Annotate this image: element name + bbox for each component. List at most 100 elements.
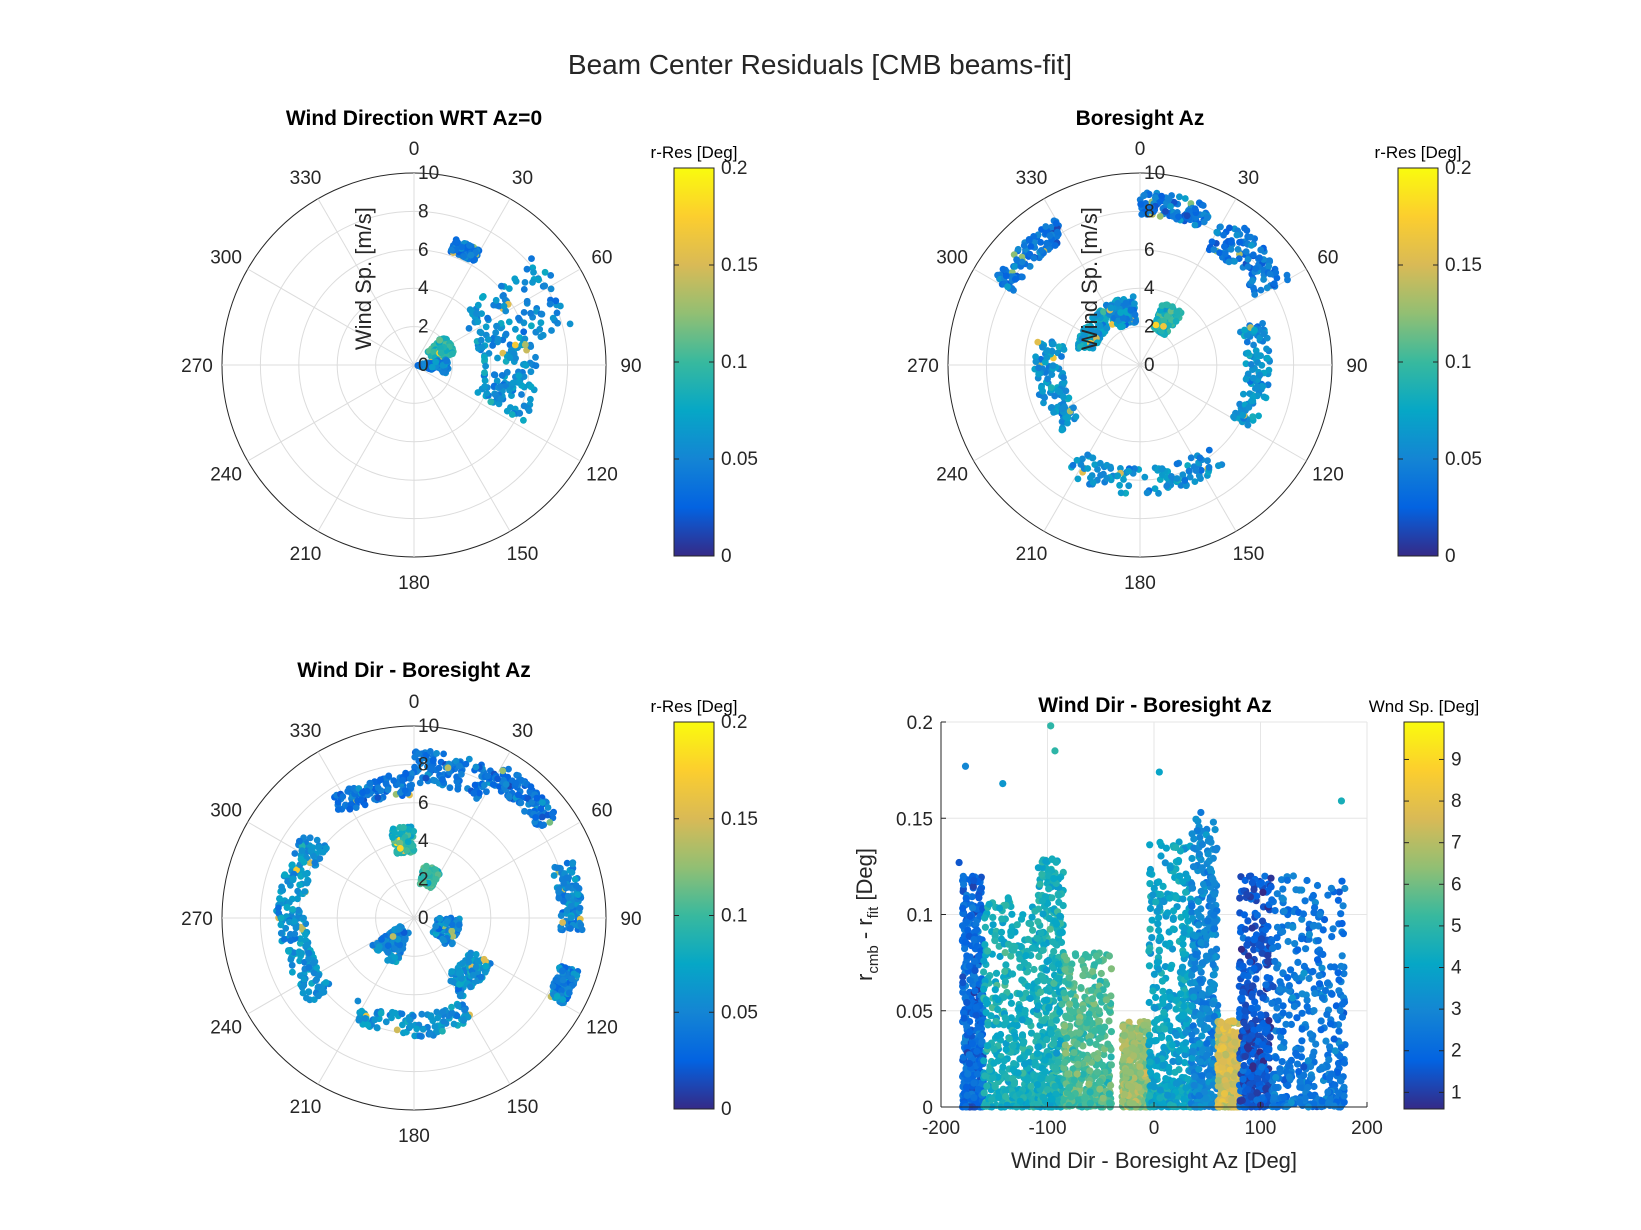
polar-0-data-point	[518, 391, 525, 398]
scatter-data-point	[1096, 1078, 1104, 1086]
polar-2-data-point	[357, 796, 365, 803]
polar-1-theta-label: 150	[1233, 544, 1265, 565]
scatter-data-point	[1090, 961, 1098, 969]
polar-2-data-point	[314, 983, 322, 991]
polar-0-data-point	[537, 333, 545, 341]
figure-title: Beam Center Residuals [CMB beams-fit]	[568, 49, 1072, 80]
polar-2-data-point	[440, 750, 447, 758]
polar-0-data-point	[516, 334, 523, 342]
polar-0-data-point	[521, 279, 529, 286]
scatter-data-point	[1081, 1094, 1089, 1102]
scatter-data-point	[1016, 990, 1024, 998]
polar-2-data-point	[416, 1032, 424, 1040]
polar-1-data-point	[1257, 246, 1265, 254]
polar-1-theta-label: 240	[936, 465, 968, 486]
polar-1-data-point	[1197, 466, 1205, 474]
polar-2-theta-label: 210	[290, 1097, 322, 1118]
scatter-data-point	[1062, 1049, 1070, 1057]
polar-2-theta-label: 60	[591, 801, 612, 822]
polar-0-data-point	[527, 309, 534, 317]
polar-0-data-point	[492, 296, 500, 304]
polar-0-r-label: 4	[418, 278, 429, 299]
polar-2-data-point	[533, 794, 540, 802]
polar-0-data-point	[532, 362, 540, 370]
polar-0-spoke	[317, 364, 415, 532]
polar-2-data-point	[544, 804, 552, 811]
polar-2-data-point	[377, 1009, 385, 1017]
polar-1-data-point	[1131, 311, 1139, 319]
scatter-data-point	[1054, 974, 1062, 982]
polar-2-data-point	[277, 929, 285, 937]
polar-1-theta-label: 30	[1238, 168, 1259, 189]
polar-1-data-point	[1143, 489, 1151, 497]
scatter-data-point	[1009, 1042, 1017, 1050]
scatter-data-point	[1028, 913, 1036, 921]
polar-2-data-point	[278, 883, 285, 891]
polar-2-theta-label: 0	[409, 692, 420, 713]
scatter-data-point	[1033, 1081, 1042, 1089]
polar-1-data-point	[1181, 195, 1189, 202]
scatter-data-point	[1008, 910, 1016, 918]
polar-1-data-point	[1225, 258, 1233, 266]
polar-2-data-point	[461, 1006, 468, 1014]
polar-1-data-point	[1266, 270, 1274, 278]
scatter-data-point	[1050, 1039, 1058, 1047]
polar-0-data-point	[547, 285, 555, 293]
polar-1-theta-label: 120	[1312, 465, 1344, 486]
polar-2-data-point	[427, 1012, 435, 1020]
polar-0-theta-label: 90	[620, 356, 641, 377]
scatter-data-point	[1069, 1008, 1077, 1016]
polar-0-data-point	[474, 389, 482, 396]
scatter-data-point	[1045, 885, 1053, 893]
polar-1-data-point	[1260, 393, 1268, 401]
polar-2-data-point	[366, 779, 374, 787]
scatter-data-point	[963, 952, 971, 960]
polar-1-data-point	[1059, 393, 1067, 401]
polar-0-data-point	[482, 362, 489, 370]
scatter-data-point	[983, 1102, 991, 1110]
scatter-data-point	[1056, 912, 1064, 920]
polar-1-data-point	[1242, 360, 1250, 368]
polar-0-data-point	[448, 246, 455, 254]
polar-1-data-point	[1249, 374, 1257, 382]
polar-1-data-point	[1064, 419, 1071, 427]
scatter-data-point	[1107, 1053, 1115, 1061]
polar-2-data-point	[400, 823, 407, 831]
polar-1-r-axis-label: Wind Sp. [m/s]	[1077, 207, 1102, 350]
scatter-data-point	[1001, 1014, 1009, 1022]
scatter-data-point	[1051, 1082, 1059, 1090]
polar-0-data-point	[497, 395, 505, 403]
polar-2-data-point	[401, 936, 409, 943]
polar-plot-boresight-az-title: Boresight Az	[1076, 107, 1205, 130]
polar-2-data-point	[455, 970, 463, 977]
polar-1-data-point	[1160, 323, 1167, 330]
polar-1-theta-label: 210	[1016, 544, 1048, 565]
polar-0-data-point	[549, 314, 557, 322]
scatter-data-point	[1050, 947, 1058, 956]
polar-0-spoke	[247, 268, 415, 366]
polar-0-data-point	[527, 343, 535, 350]
polar-2-data-point	[569, 860, 576, 868]
scatter-data-point	[1102, 996, 1110, 1004]
polar-0-data-point	[436, 336, 443, 344]
polar-0-data-point	[528, 255, 535, 262]
polar-2-theta-label: 120	[586, 1018, 618, 1039]
polar-0-data-point	[511, 275, 519, 283]
polar-1-data-point	[1255, 412, 1262, 420]
scatter-data-point	[984, 947, 992, 955]
scatter-data-point	[1001, 949, 1009, 957]
scatter-data-point	[1037, 1074, 1045, 1083]
polar-1-data-point	[1158, 302, 1166, 309]
polar-2-data-point	[398, 1010, 406, 1018]
polar-2-data-point	[300, 981, 308, 989]
polar-2-data-point	[294, 895, 301, 903]
polar-2-data-point	[459, 1016, 467, 1023]
scatter-data-point	[1065, 974, 1074, 982]
polar-2-theta-label: 180	[398, 1126, 430, 1147]
scatter-data-point	[1098, 1028, 1106, 1036]
polar-1-colorbar	[1397, 167, 1439, 557]
polar-1-data-point	[1172, 317, 1180, 325]
scatter-data-point	[1093, 1068, 1101, 1076]
scatter-data-point	[1020, 1038, 1028, 1046]
polar-1-data-point	[1002, 272, 1010, 280]
